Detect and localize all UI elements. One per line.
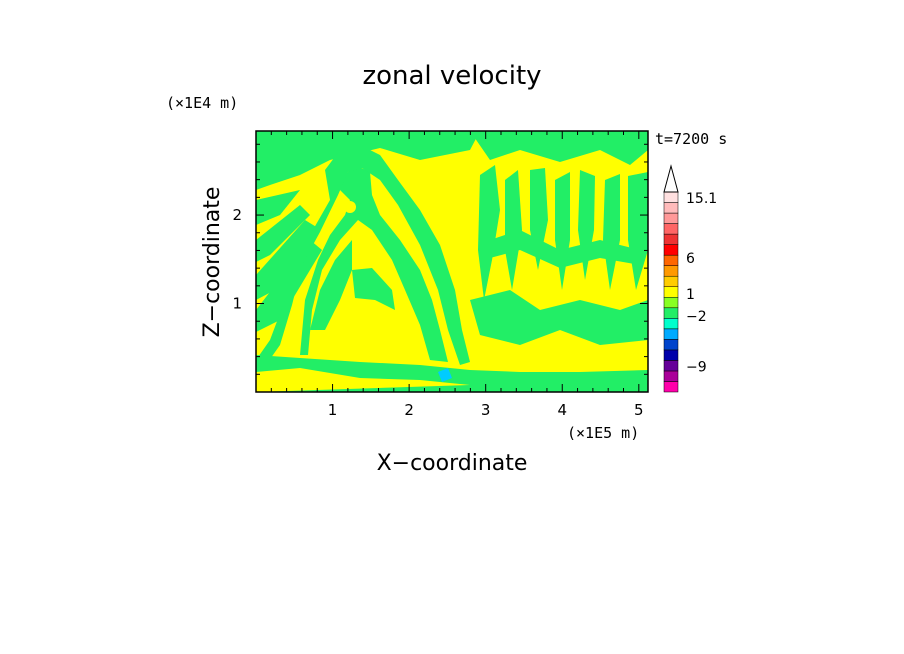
colorbar-label: 6 <box>686 251 695 267</box>
colorbar-segment <box>663 202 679 214</box>
colorbar-segment <box>663 254 679 266</box>
y-tick-label: 2 <box>232 206 242 224</box>
chart-title: zonal velocity <box>362 61 541 91</box>
colorbar-segment <box>663 339 679 351</box>
colorbar: 15.1 6 1 −2 −9 <box>663 164 717 393</box>
colorbar-segment <box>663 212 679 224</box>
y-unit-label: (×1E4 m) <box>166 94 238 112</box>
colorbar-segment <box>663 381 679 393</box>
x-tick-label: 3 <box>481 401 491 419</box>
colorbar-segment <box>663 275 679 287</box>
colorbar-segment <box>663 370 679 382</box>
time-label: t=7200 s <box>655 130 727 148</box>
velocity-field <box>256 131 648 392</box>
colorbar-segment <box>663 307 679 319</box>
colorbar-segment <box>663 360 679 372</box>
colorbar-label: 1 <box>686 287 695 303</box>
colorbar-segment <box>663 265 679 277</box>
x-tick-label: 4 <box>557 401 567 419</box>
plot-frame <box>255 130 649 393</box>
y-axis-ticks: 12 <box>232 143 648 375</box>
colorbar-label: 15.1 <box>686 191 717 207</box>
negative-velocity-regions <box>256 131 648 392</box>
colorbar-segment <box>663 297 679 309</box>
y-axis-title: Z−coordinate <box>200 187 225 338</box>
x-tick-label: 5 <box>634 401 644 419</box>
colorbar-segment <box>663 318 679 330</box>
x-axis-ticks: 1 2 3 4 5 <box>270 131 644 419</box>
colorbar-segment <box>663 223 679 235</box>
x-unit-label: (×1E5 m) <box>567 424 639 442</box>
colorbar-extend-arrow <box>663 164 679 193</box>
colorbar-segment <box>663 349 679 361</box>
colorbar-label: −9 <box>686 360 707 376</box>
x-axis-title: X−coordinate <box>377 451 528 476</box>
colorbar-segment <box>663 191 679 203</box>
colorbar-segment <box>663 286 679 298</box>
field-eye-spot <box>344 201 356 213</box>
y-tick-label: 1 <box>232 295 242 313</box>
x-tick-label: 2 <box>404 401 414 419</box>
colorbar-segment <box>663 233 679 245</box>
colorbar-label: −2 <box>686 309 707 325</box>
colorbar-segment <box>663 244 679 256</box>
field-strong-negative-spot <box>438 368 452 382</box>
colorbar-segment <box>663 328 679 340</box>
x-tick-label: 1 <box>328 401 338 419</box>
